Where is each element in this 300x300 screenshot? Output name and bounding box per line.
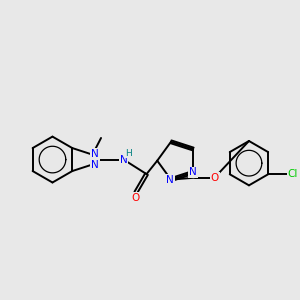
Text: Cl: Cl xyxy=(287,169,298,179)
Text: O: O xyxy=(131,193,139,203)
Text: N: N xyxy=(189,167,197,177)
Text: N: N xyxy=(120,154,128,165)
Text: O: O xyxy=(210,173,219,183)
Text: N: N xyxy=(166,175,174,184)
Text: N: N xyxy=(91,160,99,170)
Text: N: N xyxy=(91,149,99,159)
Text: H: H xyxy=(125,148,132,158)
